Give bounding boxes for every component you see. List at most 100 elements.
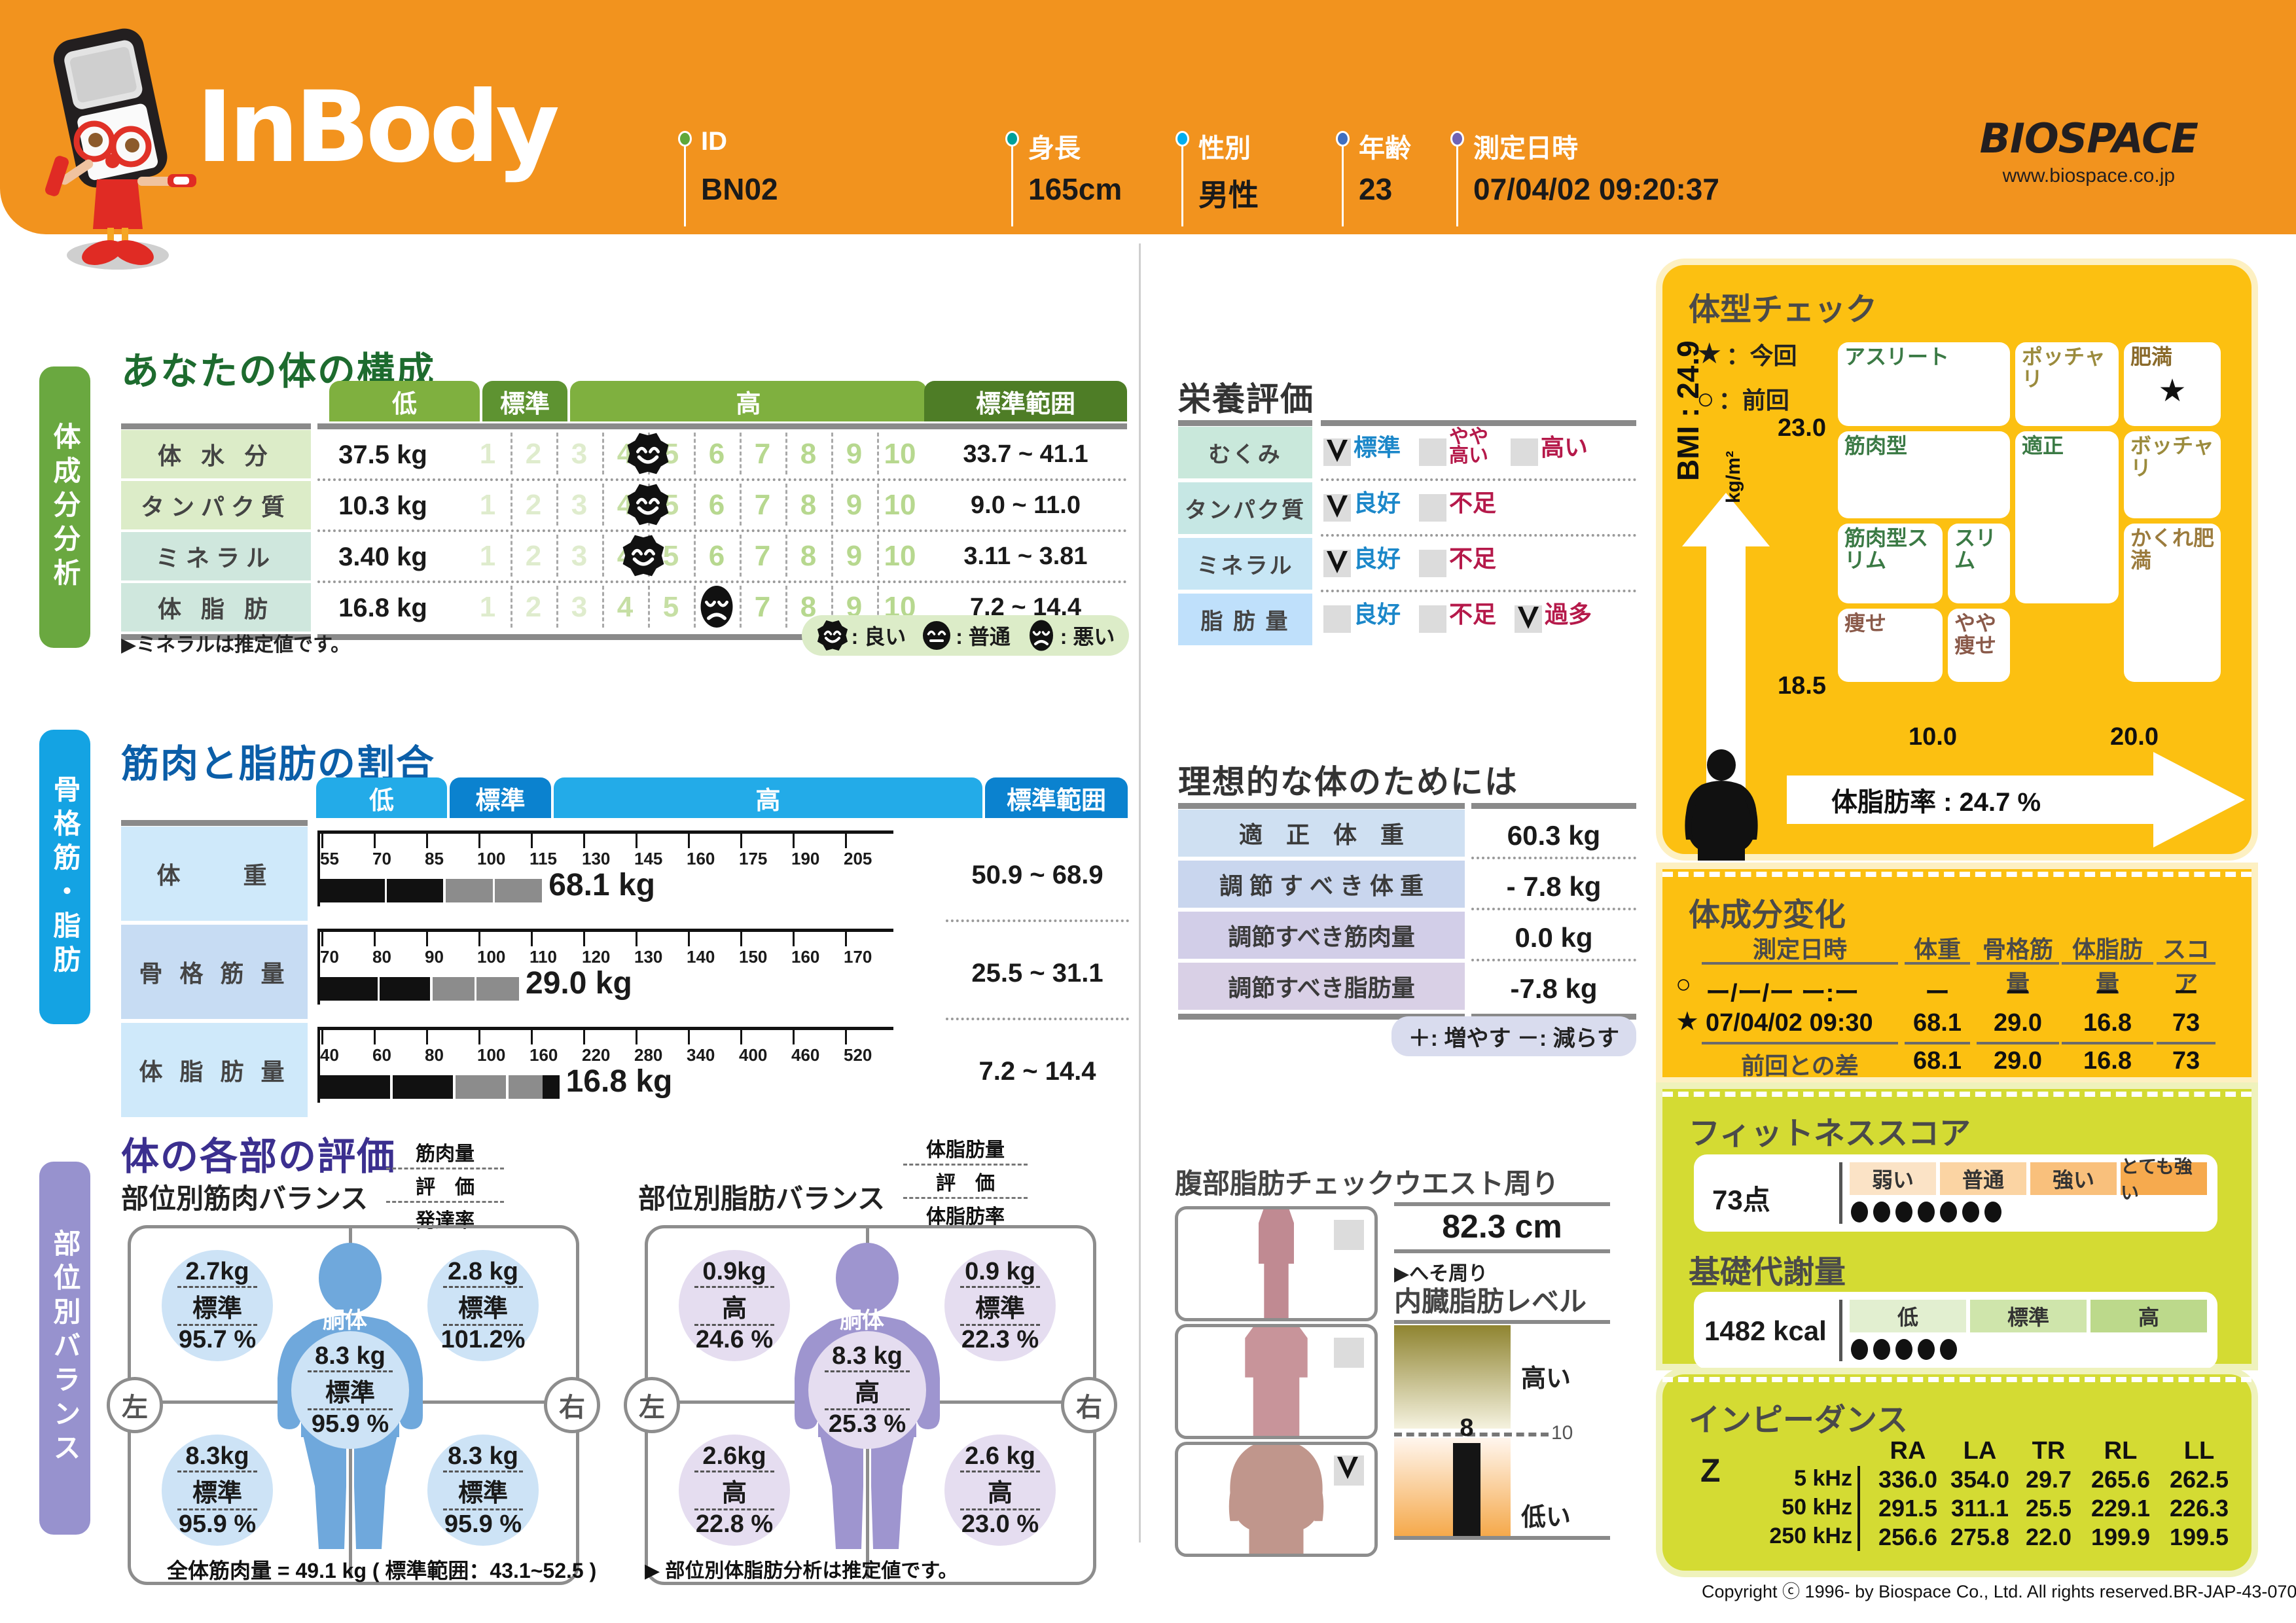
btc-pbf-tick-20: 20.0 — [2110, 723, 2159, 751]
abdominal-checkbox-2[interactable] — [1334, 1455, 1364, 1486]
impedance-column-LA: LA — [1963, 1437, 1997, 1465]
mf-bar-segment — [542, 1075, 560, 1099]
circle-evaluation: 標準 — [192, 1479, 242, 1507]
impedance-divider-line — [1857, 1466, 1860, 1551]
circle-value: 2.6 kg — [965, 1442, 1035, 1470]
nutrition-checkbox[interactable] — [1323, 494, 1351, 522]
nutrition-checkbox[interactable] — [1511, 438, 1538, 466]
btc-cell-3[interactable]: 筋肉型 — [1838, 431, 2010, 518]
biospace-logo: BIOSPACE www.biospace.co.jp — [1980, 115, 2198, 187]
btc-cell-1[interactable]: ポッチャリ — [2015, 342, 2119, 426]
circle-evaluation: 高 — [987, 1479, 1013, 1507]
impedance-value: 291.5 — [1878, 1495, 1938, 1522]
ideal-row-value: 60.3 kg — [1507, 820, 1601, 851]
abdominal-figure-card-2[interactable] — [1175, 1442, 1378, 1557]
segmental-legend-line: 体脂肪量 — [903, 1132, 1028, 1166]
btc-cell-9[interactable]: 痩せ — [1838, 609, 1943, 682]
nutrition-checkbox[interactable] — [1323, 605, 1351, 633]
bc-scale-divider — [877, 586, 879, 628]
btc-legend-star-icon: ★ — [1696, 338, 1723, 370]
nutrition-checkbox[interactable] — [1323, 550, 1351, 577]
nutrition-checkbox[interactable] — [1323, 438, 1351, 466]
ideal-body-footnote: ＋: 増やす －: 減らす — [1391, 1016, 1636, 1056]
btc-cell-label: 筋肉型 — [1844, 434, 1908, 457]
btc-cell-star-marker: ★ — [2158, 374, 2187, 409]
body-type-check-legend: ★ ：今回 ○ ：前回 — [1696, 337, 1880, 426]
btc-cell-10[interactable]: やや痩せ — [1948, 609, 2010, 682]
field-pin — [1342, 141, 1344, 226]
mf-bar-segment — [476, 977, 519, 1001]
bc-row-value: 37.5 kg — [338, 440, 427, 469]
mf-tick — [793, 834, 795, 848]
bc-scale-divider — [740, 586, 742, 628]
circle-value: 2.7kg — [185, 1257, 249, 1285]
bc-scale-divider — [556, 535, 558, 577]
face-good-icon — [622, 535, 664, 577]
abdominal-body-icon-2 — [1229, 1445, 1324, 1554]
dot-2 — [1895, 1202, 1912, 1222]
segmental-circle-right-leg: 8.3 kg 標準 95.9 % — [427, 1435, 539, 1546]
circle-percent: 101.2% — [440, 1325, 526, 1353]
nutrition-checkbox[interactable] — [1515, 605, 1542, 633]
composition-change-panel: 体成分変化 測定日時 体重 骨格筋量 体脂肪量 スコア ○ ー/ー/ー ー:ー ー ー ー ー ★ 07… — [1662, 869, 2251, 1079]
abdominal-section: 腹部脂肪チェック — [1175, 1162, 1395, 1557]
abdominal-figure-card-0[interactable] — [1175, 1206, 1378, 1321]
abdominal-figure-card-1[interactable] — [1175, 1324, 1378, 1439]
nutrition-option-label: 不足 — [1449, 601, 1497, 628]
face-good-icon — [817, 620, 848, 651]
impedance-value: 336.0 — [1878, 1466, 1938, 1493]
field-value: 07/04/02 09:20:37 — [1473, 172, 1719, 206]
btc-cell-0[interactable]: アスリート — [1838, 342, 2010, 426]
impedance-value: 265.6 — [2090, 1466, 2151, 1493]
mf-tick-label: 340 — [687, 1045, 715, 1065]
field-label: 性別 — [1198, 134, 1251, 163]
btc-cell-5[interactable]: ボッチャリ — [2124, 431, 2221, 518]
btc-cell-label: スリム — [1954, 526, 1997, 572]
btc-cell-4[interactable]: 適正 — [2015, 431, 2119, 603]
mf-axis — [317, 830, 893, 834]
bc-legend-icon — [1025, 619, 1058, 652]
btc-cell-label: やや痩せ — [1954, 611, 1997, 657]
bc-marker — [626, 431, 670, 476]
mf-tick-label: 160 — [529, 1045, 558, 1065]
inbody-logo: InBody — [196, 71, 560, 185]
bc-row-label: 体 脂 肪 — [121, 583, 311, 632]
circle-separator — [177, 1508, 258, 1510]
nutrition-checkbox[interactable] — [1419, 494, 1446, 522]
bc-legend-item: : 普通 — [920, 619, 1011, 652]
abdominal-checkbox-1[interactable] — [1334, 1338, 1364, 1368]
face-good-icon — [627, 433, 669, 474]
dot-1 — [1873, 1339, 1890, 1360]
btc-cell-6[interactable]: 筋肉型スリム — [1838, 524, 1943, 603]
mf-tick — [426, 1030, 428, 1044]
nutrition-option-label: 良好 — [1354, 545, 1401, 572]
btc-cell-7[interactable]: スリム — [1948, 524, 2010, 603]
nutrition-option-label: 不足 — [1449, 490, 1497, 516]
mf-tick — [740, 834, 742, 848]
table-rule — [1471, 803, 1636, 809]
segmental-fat-panel: 部位別脂肪バランス 体脂肪量評 価体脂肪率 左右胴体 0.9kg 高 24.6 % 0.… — [624, 1139, 1117, 1585]
mf-tick — [531, 932, 533, 946]
nutrition-checkbox[interactable] — [1419, 550, 1446, 577]
nutrition-checkbox[interactable] — [1419, 605, 1446, 633]
cc-row-rule — [2157, 1042, 2215, 1044]
band-0: 低 — [1850, 1300, 1966, 1332]
sidetab-label: 部位別バランス — [50, 1229, 81, 1467]
ideal-row-value: 0.0 kg — [1515, 922, 1593, 953]
cc-row-value: 29.0 — [1994, 1047, 2042, 1075]
cc-header-rule — [1977, 962, 2059, 965]
abdominal-checkbox-0[interactable] — [1334, 1220, 1364, 1250]
segmental-circle-torso: 8.3 kg 高 25.3 % — [808, 1331, 926, 1449]
bc-row-divider — [317, 580, 1127, 583]
bc-row-value: 10.3 kg — [338, 491, 427, 520]
nutrition-checkbox[interactable] — [1419, 438, 1446, 466]
btc-cell-8[interactable]: かくれ肥満 — [2124, 524, 2221, 682]
impedance-frequency-2: 250 kHz — [1769, 1524, 1852, 1548]
bc-scale-number: 3 — [571, 540, 588, 572]
btc-cell-2[interactable]: 肥満 ★ — [2124, 342, 2221, 426]
btc-cell-label: 適正 — [2022, 434, 2064, 457]
band-3: とても強い — [2121, 1156, 2207, 1203]
cc-row-rule — [2062, 1042, 2153, 1044]
cc-header-rule — [2157, 962, 2215, 965]
mf-bar-segment — [432, 977, 475, 1001]
